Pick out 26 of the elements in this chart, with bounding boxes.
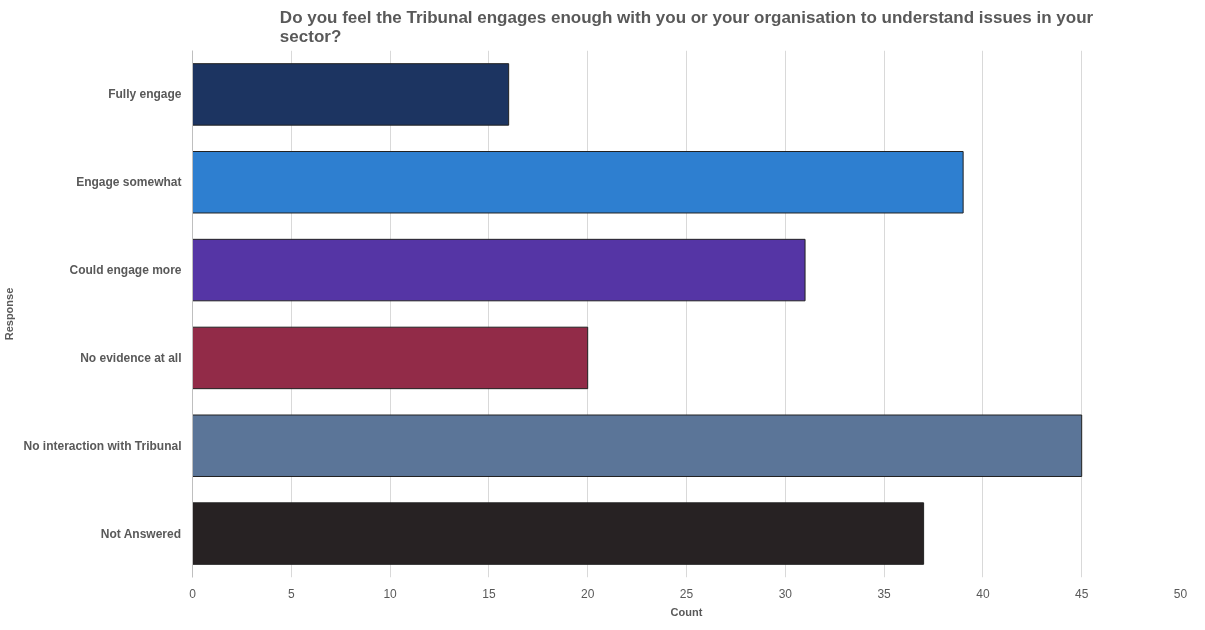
chart-title: Do you feel the Tribunal engages enough with you or your organisation to understand issues in your sector? xyxy=(279,7,1094,46)
y-tick-label: Could engage more xyxy=(69,263,182,278)
x-tick-label: 15 xyxy=(482,586,496,601)
x-tick-label: 30 xyxy=(778,586,793,601)
x-tick-label: 50 xyxy=(1173,586,1188,601)
bar xyxy=(192,502,925,565)
y-tick-label: No interaction with Tribunal xyxy=(23,438,182,453)
x-tick-label: 5 xyxy=(287,586,295,601)
x-tick-label: 35 xyxy=(877,586,892,601)
x-tick-label: 10 xyxy=(383,586,398,601)
x-tick-label: 40 xyxy=(976,586,990,601)
bar xyxy=(192,63,510,126)
y-tick-label: Engage somewhat xyxy=(76,175,182,190)
bar xyxy=(192,238,806,302)
y-tick-label: No evidence at all xyxy=(80,350,182,365)
x-tick-label: 20 xyxy=(581,586,595,601)
x-tick-label: 45 xyxy=(1075,586,1089,601)
y-tick-label: Not Answered xyxy=(100,526,182,541)
y-tick-label: Fully engage xyxy=(108,87,182,102)
bar xyxy=(192,414,1083,477)
x-tick-label: 0 xyxy=(189,586,197,601)
y-axis-title: Response xyxy=(3,287,16,341)
bar xyxy=(192,151,964,214)
x-axis-title: Count xyxy=(670,605,703,618)
x-tick-label: 25 xyxy=(679,586,694,601)
bar xyxy=(192,326,589,390)
